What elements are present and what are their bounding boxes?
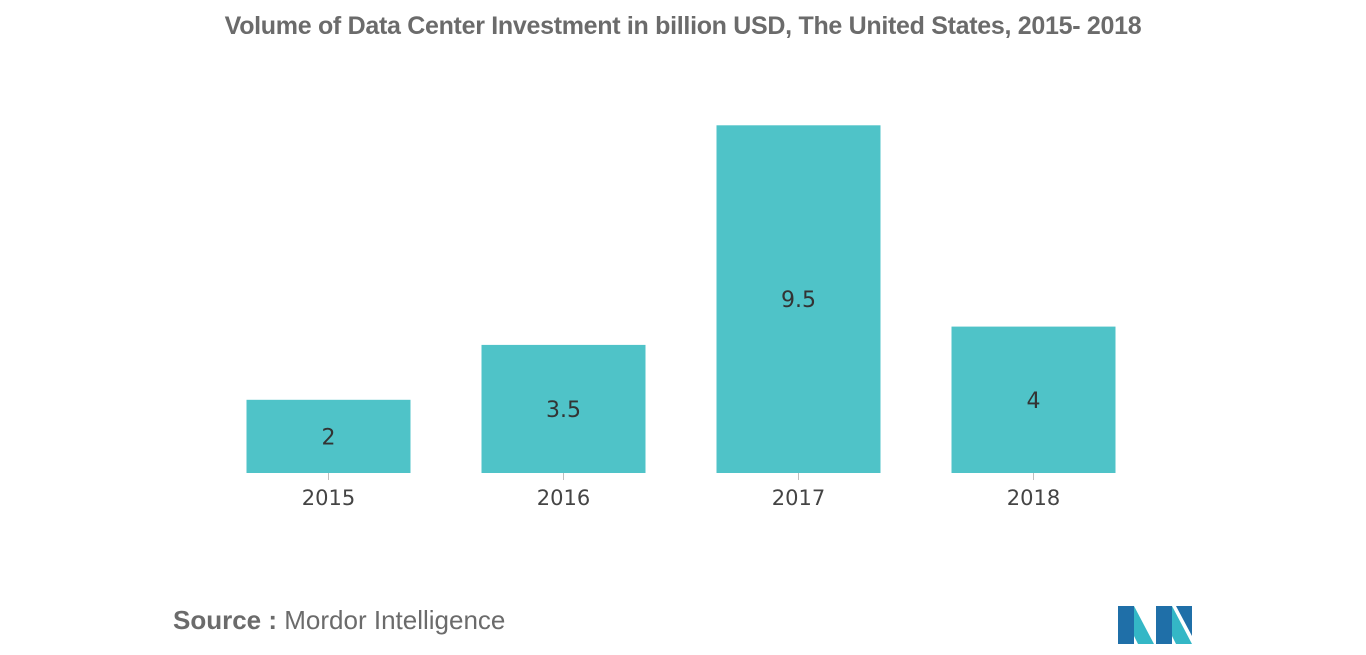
data-label-2016: 3.5	[546, 398, 581, 423]
bar-2015	[246, 399, 411, 473]
mordor-intelligence-logo-icon	[1118, 606, 1192, 644]
bar-chart: 2 2015 3.5 2016 9.5 2017 4 2018	[246, 125, 1116, 510]
x-tick-label-2015: 2015	[302, 486, 355, 510]
x-tick-label-2018: 2018	[1007, 486, 1060, 510]
bar-2016	[481, 344, 646, 473]
source-name: Mordor Intelligence	[284, 605, 506, 635]
data-label-2017: 9.5	[781, 288, 816, 313]
data-label-2018: 4	[1027, 389, 1041, 414]
x-tick-label-2016: 2016	[537, 486, 590, 510]
x-tick-label-2017: 2017	[772, 486, 825, 510]
source-note: Source : Mordor Intelligence	[173, 605, 505, 636]
bar-2017	[716, 125, 881, 474]
chart-title: Volume of Data Center Investment in bill…	[224, 12, 1142, 40]
data-label-2015: 2	[322, 425, 336, 450]
bar-2018	[951, 326, 1116, 473]
source-label: Source :	[173, 605, 278, 635]
